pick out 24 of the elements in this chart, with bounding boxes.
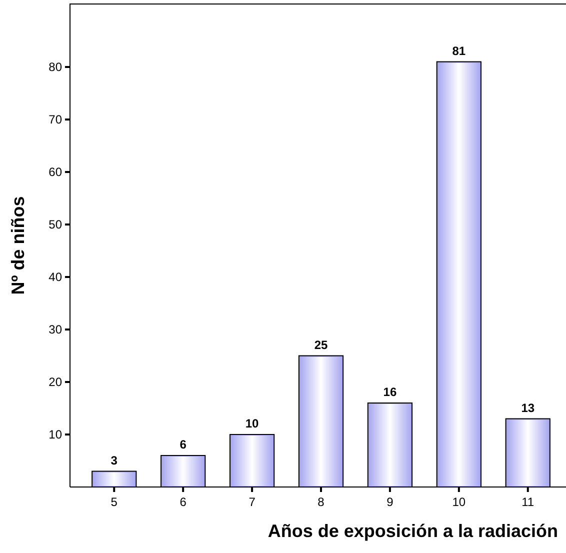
x-tick-label: 10 bbox=[452, 495, 466, 509]
x-tick-label: 6 bbox=[180, 495, 187, 509]
y-tick-label: 20 bbox=[48, 375, 62, 390]
x-tick-label: 7 bbox=[248, 495, 256, 509]
x-tick-label: 11 bbox=[522, 495, 534, 509]
data-label: 13 bbox=[521, 400, 535, 415]
data-label: 81 bbox=[452, 44, 466, 58]
y-tick-label: 60 bbox=[48, 165, 62, 180]
data-label: 10 bbox=[245, 416, 260, 430]
y-axis-title: Nº de niños bbox=[8, 196, 28, 295]
y-tick-label: 80 bbox=[48, 60, 62, 74]
data-label: 6 bbox=[180, 438, 187, 452]
y-tick-label: 50 bbox=[48, 218, 62, 232]
x-tick-label: 5 bbox=[110, 495, 118, 509]
x-tick-label: 8 bbox=[318, 495, 325, 509]
data-label: 3 bbox=[110, 453, 118, 468]
y-tick-label: 40 bbox=[48, 270, 62, 284]
y-tick-label: 30 bbox=[48, 322, 62, 337]
x-tick-label: 9 bbox=[386, 495, 394, 509]
data-label: 16 bbox=[383, 385, 397, 399]
data-label: 25 bbox=[314, 338, 328, 352]
x-axis-title: Años de exposición a la radiación bbox=[268, 521, 558, 541]
y-tick-label: 70 bbox=[48, 112, 62, 127]
y-tick-label: 10 bbox=[48, 428, 62, 442]
